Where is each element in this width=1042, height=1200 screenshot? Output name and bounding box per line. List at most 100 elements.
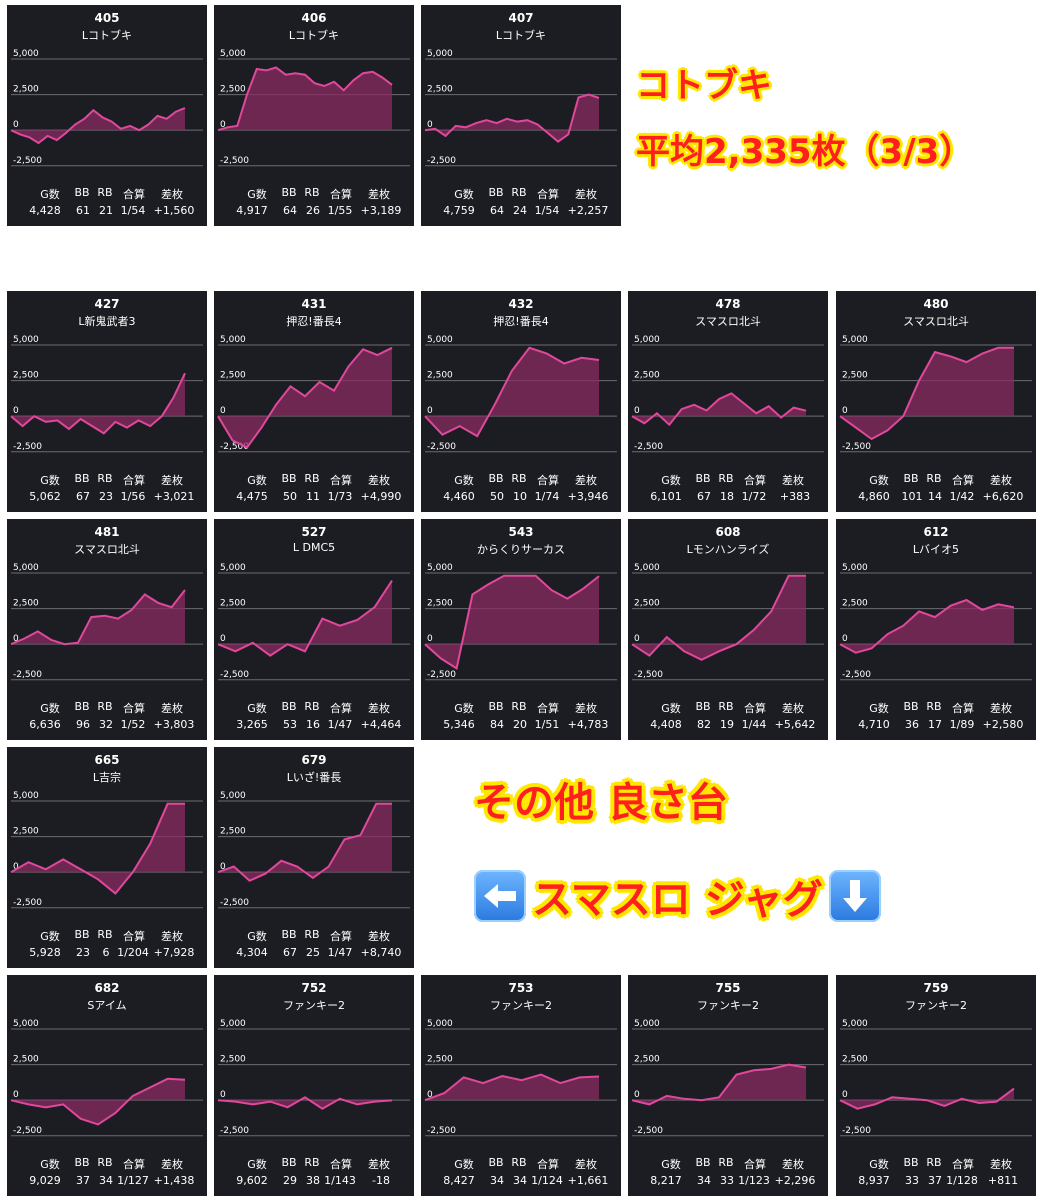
stat-header: 合算: [123, 930, 145, 943]
series-line: [217, 802, 392, 882]
series-line: [631, 392, 807, 427]
stat-value: 37: [76, 1174, 90, 1187]
series-line: [839, 346, 1014, 441]
stat-value: 64: [490, 204, 504, 217]
stat-value: +811: [987, 1174, 1019, 1187]
series-line: [217, 580, 393, 657]
series-line: [217, 66, 393, 132]
stat-value: +4,464: [360, 718, 402, 731]
stat-value: 101: [901, 490, 923, 503]
y-tick-label: 2,500: [427, 1055, 453, 1065]
stat-value: +3,803: [153, 718, 195, 731]
stat-value: 21: [99, 204, 113, 217]
payout-chart: 5,000 2,500 0 -2,500: [10, 335, 203, 453]
machine-number: 481: [94, 525, 120, 539]
machine-card: 427 L新鬼武者3 5,000 2,500 0 -2,500 G数 5,062 BB 67 RB 2…: [7, 291, 207, 512]
stat-value: 33: [905, 1174, 919, 1187]
stat-header: 合算: [330, 702, 352, 715]
stat-header: 差枚: [575, 188, 597, 201]
stat-value: 1/127: [117, 1174, 149, 1187]
y-tick-label: -2,500: [13, 442, 42, 452]
stat-header: RB: [718, 1156, 734, 1169]
stat-value: 4,408: [650, 718, 682, 731]
stat-header: G数: [40, 188, 60, 201]
payout-chart: 5,000 2,500 0 -2,500: [10, 49, 203, 167]
series-line: [217, 346, 393, 449]
series-area: [840, 347, 1014, 439]
stat-header: 差枚: [575, 702, 597, 715]
y-tick-label: 0: [13, 406, 19, 416]
stat-value: +2,257: [567, 204, 609, 217]
stat-header: 差枚: [161, 188, 183, 201]
machine-number: 759: [923, 981, 949, 995]
stat-value: 23: [99, 490, 113, 503]
y-tick-label: -2,500: [220, 156, 249, 166]
machine-card: 665 L吉宗 5,000 2,500 0 -2,500 G数 5,928 BB 23 RB 6 合算 1…: [7, 747, 207, 968]
machine-number: 752: [301, 981, 327, 995]
stat-header: G数: [661, 1158, 681, 1171]
y-tick-label: -2,500: [842, 1126, 871, 1136]
machine-card: 481 スマスロ北斗 5,000 2,500 0 -2,500 G数 6,636 BB 96 RB 3…: [7, 519, 207, 740]
stat-value: 67: [76, 490, 90, 503]
machine-name: L DMC5: [292, 541, 336, 554]
y-tick-label: 0: [842, 634, 848, 644]
stat-header: 合算: [123, 702, 145, 715]
y-tick-label: 2,500: [220, 599, 246, 609]
stat-value: 33: [720, 1174, 734, 1187]
stat-value: 4,710: [858, 718, 890, 731]
machine-name: Lコトブキ: [81, 29, 133, 42]
stat-header: BB: [74, 186, 90, 199]
stat-value: 1/72: [741, 490, 767, 503]
machine-number: 679: [301, 753, 327, 767]
stat-header: 合算: [744, 702, 766, 715]
y-tick-label: -2,500: [427, 156, 456, 166]
machine-name: Lバイオ5: [912, 543, 960, 556]
stat-header: RB: [926, 1156, 942, 1169]
stat-value: +6,620: [982, 490, 1024, 503]
series-line: [631, 574, 806, 661]
stat-value: 32: [99, 718, 113, 731]
stat-header: RB: [97, 700, 113, 713]
machine-number: 480: [923, 297, 949, 311]
stat-header: BB: [695, 472, 711, 485]
stat-value: +2,296: [774, 1174, 816, 1187]
stat-header: RB: [304, 186, 320, 199]
y-tick-label: -2,500: [13, 670, 42, 680]
machine-card: 759 ファンキー2 5,000 2,500 0 -2,500 G数 8,937 BB 33 RB 3…: [836, 975, 1036, 1196]
y-tick-label: 2,500: [634, 599, 660, 609]
payout-chart: 5,000 2,500 0 -2,500: [631, 563, 824, 681]
stat-value: 24: [513, 204, 527, 217]
annotation-jug: スマスロ ジャグ: [474, 866, 881, 926]
machine-number: 427: [94, 297, 120, 311]
stat-header: BB: [903, 472, 919, 485]
stat-header: BB: [281, 186, 297, 199]
series-area: [218, 67, 392, 131]
series-area: [840, 1088, 1014, 1109]
y-tick-label: 2,500: [842, 1055, 868, 1065]
stat-header: 合算: [537, 702, 559, 715]
series-line: [10, 1077, 186, 1126]
stat-value: 34: [513, 1174, 527, 1187]
stat-header: 合算: [330, 474, 352, 487]
machine-card: 753 ファンキー2 5,000 2,500 0 -2,500 G数 8,427 BB 34 RB 3…: [421, 975, 621, 1196]
y-tick-label: -2,500: [634, 442, 663, 452]
stat-value: 50: [283, 490, 297, 503]
series-area: [425, 94, 599, 142]
stat-header: RB: [304, 472, 320, 485]
machine-name: スマスロ北斗: [903, 315, 969, 328]
stat-value: 23: [76, 946, 90, 959]
y-tick-label: 2,500: [13, 85, 39, 95]
y-tick-label: -2,500: [220, 670, 249, 680]
stat-value: 61: [76, 204, 90, 217]
stat-value: 16: [306, 718, 320, 731]
machine-card: 407 Lコトブキ 5,000 2,500 0 -2,500 G数 4,759 BB 64 RB 24…: [421, 5, 621, 226]
stat-value: 4,917: [236, 204, 268, 217]
machine-card: 608 Lモンハンライズ 5,000 2,500 0 -2,500 G数 4,408 BB 82 R…: [628, 519, 828, 740]
stat-value: 67: [697, 490, 711, 503]
stat-value: 1/42: [949, 490, 975, 503]
y-tick-label: 2,500: [634, 371, 660, 381]
machine-card: 682 Sアイム 5,000 2,500 0 -2,500 G数 9,029 BB 37 RB 34 合…: [7, 975, 207, 1196]
stat-value: 50: [490, 490, 504, 503]
stat-header: RB: [926, 472, 942, 485]
stat-header: 合算: [952, 474, 974, 487]
